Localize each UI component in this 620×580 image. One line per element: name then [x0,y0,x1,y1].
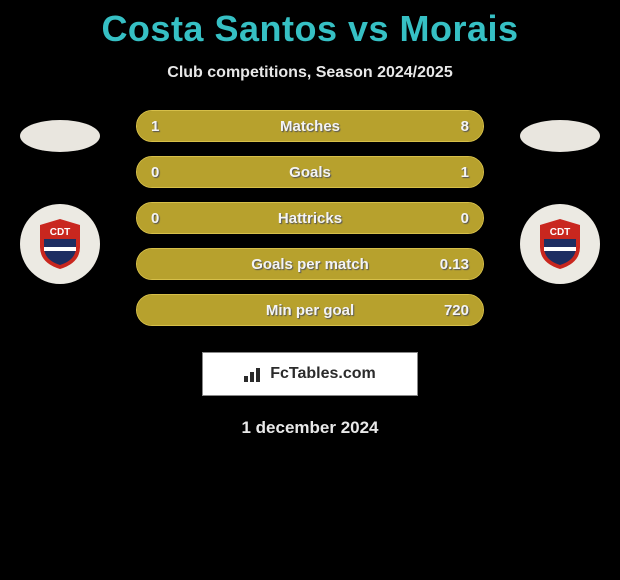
stat-row: 0Hattricks0 [136,202,484,234]
bar-chart-icon [244,366,264,382]
stat-row: Goals per match0.13 [136,248,484,280]
stat-bar-left [137,111,175,141]
stat-row: 1Matches8 [136,110,484,142]
player-left-column: CDT [20,120,100,284]
club-logo-left: CDT [20,204,100,284]
stat-bar-right [175,111,483,141]
stat-row: Min per goal720 [136,294,484,326]
stat-bar-right [137,249,483,279]
subtitle: Club competitions, Season 2024/2025 [0,64,620,82]
player-silhouette-left [20,120,100,152]
stat-bar-right [137,295,483,325]
page-title: Costa Santos vs Morais [0,0,620,50]
club-logo-text: CDT [50,227,71,238]
shield-icon: CDT [540,219,580,269]
site-badge: FcTables.com [202,352,418,396]
club-logo-right: CDT [520,204,600,284]
stat-row: 0Goals1 [136,156,484,188]
player-right-column: CDT [520,120,600,284]
stats-panel: 1Matches8 0Goals1 0Hattricks0 Goals per mat… [136,110,484,326]
stat-bar-right [137,157,483,187]
stat-bar-left [137,203,310,233]
club-logo-text: CDT [550,227,571,238]
stat-bar-right [310,203,483,233]
player-silhouette-right [520,120,600,152]
shield-icon: CDT [40,219,80,269]
date-label: 1 december 2024 [0,418,620,438]
site-badge-text: FcTables.com [270,365,376,383]
